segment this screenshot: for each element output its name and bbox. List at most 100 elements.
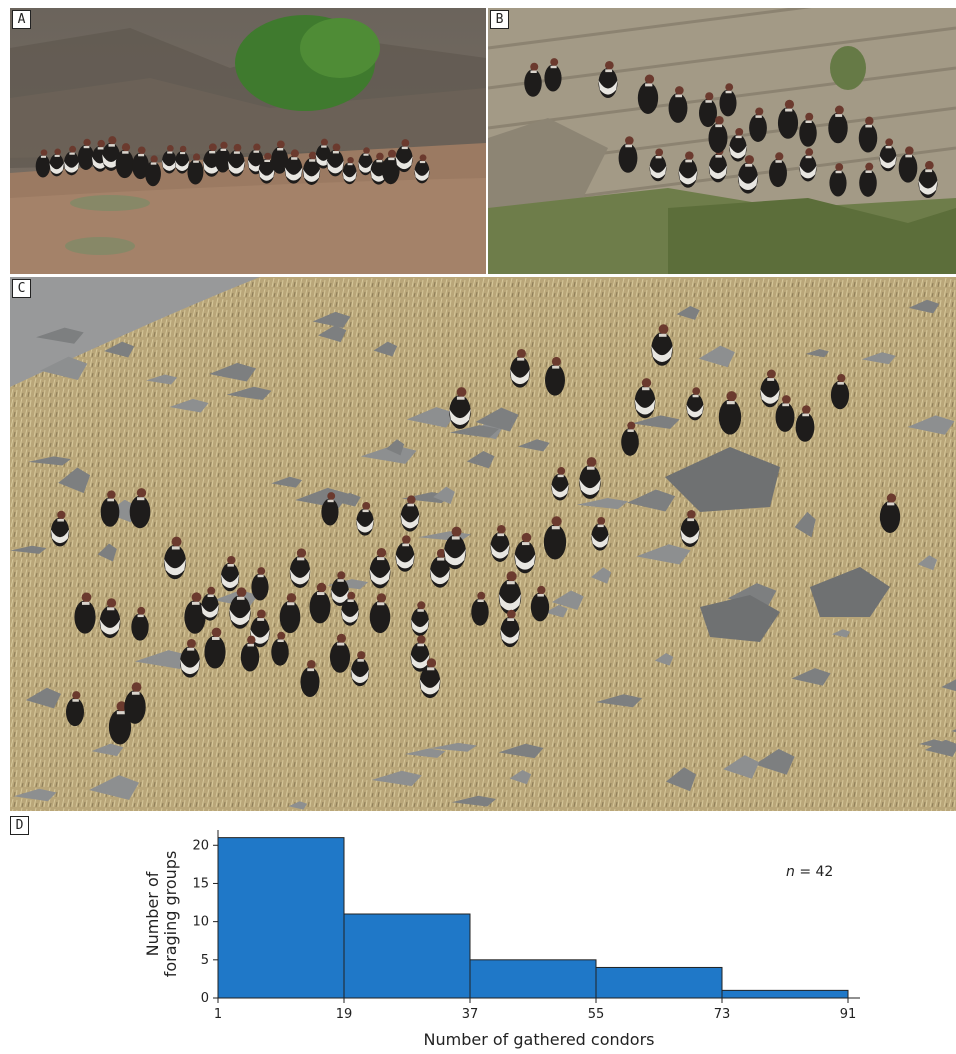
rock-shape	[10, 545, 47, 554]
rock-shape	[754, 748, 795, 775]
photo-panel-b: B	[488, 8, 956, 274]
condor-figure	[271, 631, 289, 666]
condor-figure	[829, 163, 847, 197]
condor-figure	[145, 155, 161, 187]
condor-figure	[859, 162, 877, 197]
condor-figure	[400, 495, 420, 532]
rock-shape	[106, 499, 137, 523]
y-axis-title-line-1: Number of	[143, 871, 162, 956]
rock-shape	[169, 398, 209, 413]
rock-shape	[941, 679, 956, 692]
condor-figure	[510, 348, 530, 388]
condor-figure	[395, 139, 413, 173]
condor-figure	[719, 83, 737, 117]
condor-figure	[331, 571, 349, 607]
y-tick-label: 15	[192, 876, 209, 891]
rock-shape	[636, 544, 691, 565]
x-tick-label: 37	[462, 1007, 479, 1022]
condor-figure	[279, 593, 301, 634]
condor-figure	[411, 601, 429, 637]
x-axis-title: Number of gathered condors	[424, 1030, 655, 1049]
rock-shape	[509, 769, 532, 785]
condor-figure	[591, 516, 609, 551]
rock-shape	[475, 407, 519, 432]
rock-shape	[551, 590, 584, 610]
condor-figure	[50, 510, 70, 547]
condor-figure	[634, 378, 656, 419]
rock-shape	[665, 767, 697, 792]
condor-figure	[108, 701, 132, 745]
panel-label-d: D	[10, 816, 29, 835]
x-tick-label: 55	[588, 1007, 605, 1022]
condor-figure	[395, 535, 415, 572]
y-tick-label: 0	[201, 991, 209, 1006]
condor-figure	[544, 58, 562, 92]
condor-figure	[514, 532, 536, 574]
rock-shape	[466, 451, 495, 469]
rock-shape	[698, 345, 735, 368]
condor-figure	[419, 658, 441, 699]
condor-figure	[598, 60, 618, 98]
condor-figure	[738, 155, 758, 194]
condor-figure	[204, 627, 226, 669]
condor-figure	[621, 421, 639, 456]
rock-shape	[449, 425, 500, 438]
condor-figure	[795, 405, 815, 442]
rock-shape	[727, 583, 777, 609]
photo-panel-c: C	[10, 277, 956, 811]
condor-figure	[879, 493, 901, 533]
condor-figure	[799, 112, 817, 147]
rock-shape	[676, 305, 700, 320]
condor-figure	[180, 638, 200, 678]
condor-figure	[187, 153, 204, 185]
rock-shape	[271, 476, 303, 488]
rock-shape	[327, 579, 369, 590]
condor-figure	[618, 136, 638, 173]
condor-figure	[551, 467, 569, 501]
rock-shape	[40, 356, 88, 380]
rock-shape	[918, 739, 944, 748]
condor-figure	[760, 369, 780, 408]
x-tick-label: 91	[840, 1007, 857, 1022]
condor-figure	[342, 156, 357, 185]
rock-shape	[91, 743, 124, 757]
condor-figure	[369, 593, 391, 634]
condor-figure	[651, 324, 673, 366]
rock-shape	[360, 445, 417, 464]
rock-shape	[13, 788, 57, 802]
panel-label-c: C	[12, 279, 31, 298]
condor-figure	[35, 149, 51, 178]
rock-shape	[104, 341, 135, 358]
condor-figure	[749, 107, 767, 142]
condor-figure	[490, 524, 510, 562]
rock-shape	[89, 775, 140, 800]
condor-figure	[251, 567, 269, 601]
rock-shape	[386, 439, 405, 456]
histogram-bar	[595, 966, 723, 999]
rock-shape	[134, 650, 192, 670]
condor-figure	[321, 492, 339, 526]
rock-shape	[576, 497, 629, 510]
rock-shape	[226, 386, 272, 401]
condor-figure	[74, 592, 96, 634]
panel-label-a: A	[12, 10, 31, 29]
condor-figure	[444, 526, 466, 570]
photo-grassy-slope-group	[10, 277, 956, 811]
condor-figure	[830, 373, 850, 410]
condor-figure	[164, 536, 186, 580]
condor-figure	[341, 591, 359, 626]
condor-figure	[579, 457, 601, 499]
condor-figure	[300, 659, 320, 697]
rock-shape	[700, 595, 780, 642]
condor-figure	[699, 92, 717, 128]
rock-shape	[430, 742, 477, 752]
histogram-svg: 0 5 10 15 20 1 19 37 55 73 91 Number of foraging …	[143, 830, 860, 1049]
condor-figure	[271, 140, 289, 174]
photo-hillside-carcass-group	[10, 8, 486, 274]
histogram-bar	[343, 913, 471, 999]
condor-figure	[500, 609, 520, 648]
rock-shape	[58, 467, 91, 494]
rock-shape	[517, 439, 550, 452]
rock-shape	[406, 407, 456, 428]
condor-figure	[214, 141, 231, 173]
